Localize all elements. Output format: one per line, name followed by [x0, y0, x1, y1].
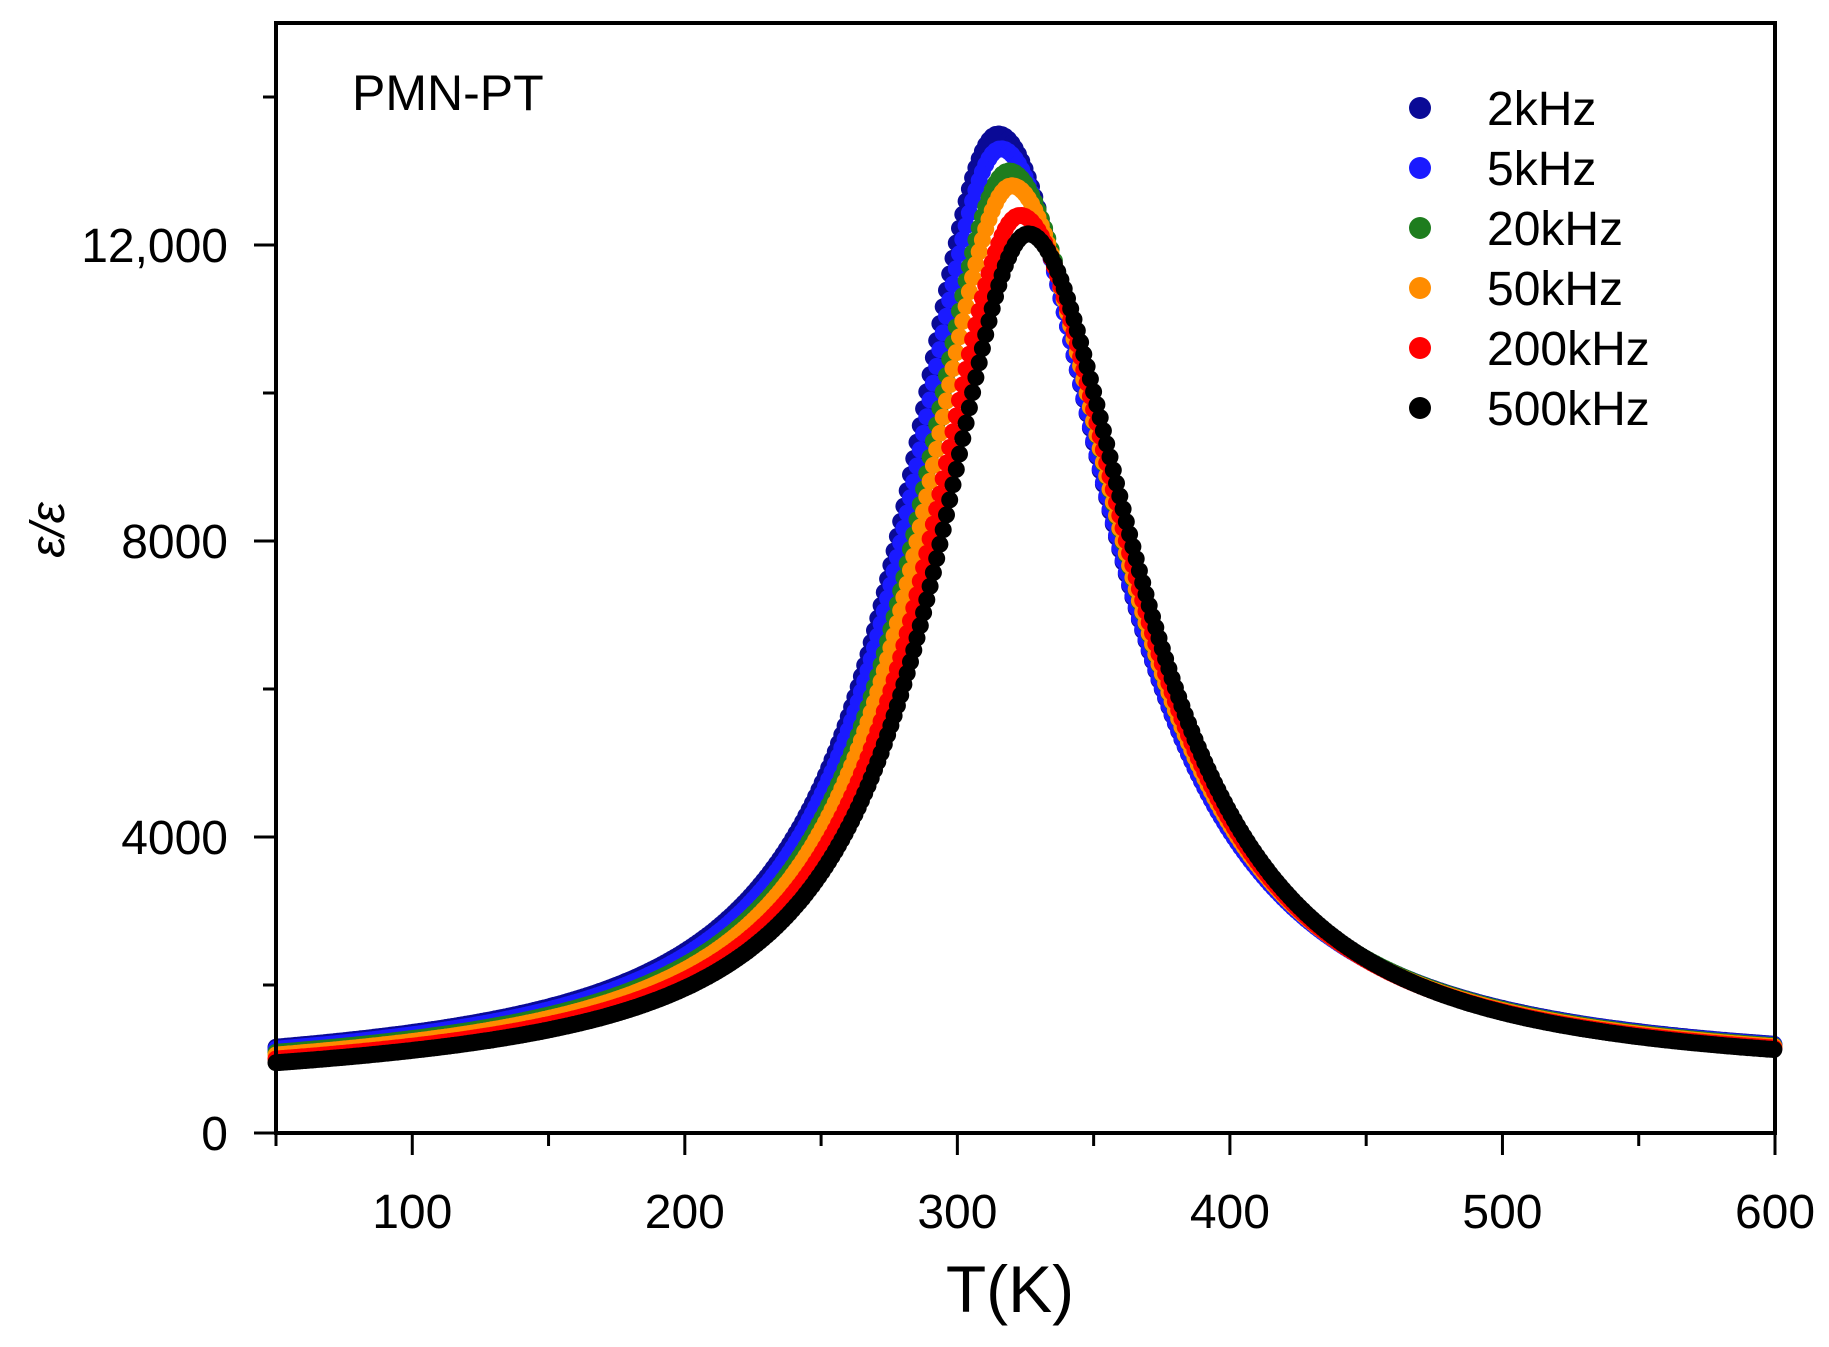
data-point	[941, 376, 959, 394]
data-point	[951, 328, 968, 346]
y-tick-label: 4000	[121, 812, 228, 865]
sample-annotation: PMN-PT	[352, 65, 544, 121]
data-point	[964, 269, 982, 287]
data-point	[980, 312, 998, 330]
data-point	[951, 245, 968, 263]
data-point	[911, 617, 929, 635]
data-point	[957, 414, 975, 432]
data-point	[915, 604, 933, 622]
data-point	[944, 360, 962, 377]
data-point	[951, 445, 968, 463]
data-point	[973, 340, 991, 357]
legend-marker	[1409, 397, 1431, 419]
x-tick-label: 600	[1735, 1186, 1815, 1239]
x-tick-label: 200	[645, 1186, 725, 1239]
legend-marker	[1409, 337, 1431, 359]
legend-label: 2kHz	[1487, 83, 1596, 136]
series-layer	[267, 125, 1783, 1072]
legend-label: 50kHz	[1487, 263, 1623, 316]
data-point	[960, 283, 978, 301]
legend-marker	[1409, 157, 1431, 179]
data-point	[898, 575, 916, 593]
data-point	[1104, 461, 1122, 479]
legend-label: 5kHz	[1487, 143, 1596, 196]
y-tick-label: 12,000	[81, 220, 228, 273]
y-tick-label: 8000	[121, 516, 228, 569]
legend-marker	[1409, 217, 1431, 239]
legend: 2kHz 5kHz 20kHz 50kHz 200kHz 500kHz	[1409, 83, 1650, 436]
data-point	[1094, 422, 1112, 440]
data-point	[938, 506, 955, 524]
data-point	[957, 217, 975, 235]
data-point	[941, 291, 959, 309]
data-point	[931, 535, 949, 553]
data-point	[960, 399, 978, 417]
data-point	[1088, 396, 1106, 414]
data-point	[918, 591, 936, 609]
data-point	[947, 344, 965, 362]
data-point	[944, 476, 962, 494]
legend-label: 500kHz	[1487, 383, 1650, 436]
data-point	[928, 440, 946, 458]
data-point	[954, 312, 972, 330]
data-point	[944, 275, 962, 293]
data-point	[924, 456, 942, 474]
data-point	[911, 518, 929, 536]
data-point	[934, 408, 952, 426]
series-500kHz	[267, 225, 1783, 1072]
data-point	[947, 260, 965, 278]
data-point	[1108, 474, 1125, 492]
data-point	[921, 472, 939, 490]
legend-marker	[1409, 97, 1431, 119]
x-axis-label: T(K)	[946, 1252, 1074, 1326]
data-point	[938, 392, 955, 410]
legend-marker	[1409, 277, 1431, 299]
data-point	[918, 488, 936, 506]
x-tick-label: 300	[917, 1186, 997, 1239]
data-point	[931, 424, 949, 442]
y-axis-label: ε/ε	[22, 501, 75, 557]
data-point	[1085, 383, 1103, 401]
data-point	[915, 503, 933, 521]
data-point	[905, 547, 923, 565]
y-tick-label: 0	[201, 1108, 228, 1161]
data-point	[1098, 435, 1116, 453]
x-tick-label: 100	[372, 1186, 452, 1239]
data-point	[947, 460, 965, 478]
data-point	[924, 564, 942, 582]
data-point	[1091, 409, 1109, 427]
x-tick-label: 500	[1462, 1186, 1542, 1239]
data-point	[964, 384, 982, 401]
legend-label: 200kHz	[1487, 323, 1650, 376]
data-point	[1114, 500, 1132, 518]
data-point	[1101, 448, 1119, 466]
data-point	[921, 577, 939, 595]
plot-frame	[274, 21, 1777, 1135]
data-point	[928, 550, 946, 567]
data-point	[954, 230, 972, 248]
data-point	[967, 369, 985, 386]
data-point	[1111, 487, 1129, 505]
axis-layer: 100 200 300 400 500 600 0 4000 8000 12,000	[81, 95, 1815, 1239]
data-point	[902, 561, 919, 579]
data-point	[908, 533, 926, 551]
data-point	[934, 521, 952, 539]
data-point	[977, 326, 995, 344]
data-point	[957, 297, 975, 315]
data-point	[970, 354, 988, 372]
x-tick-label: 400	[1190, 1186, 1270, 1239]
legend-label: 20kHz	[1487, 203, 1623, 256]
data-point	[1081, 370, 1099, 388]
data-point	[954, 430, 972, 447]
data-point	[941, 491, 959, 509]
